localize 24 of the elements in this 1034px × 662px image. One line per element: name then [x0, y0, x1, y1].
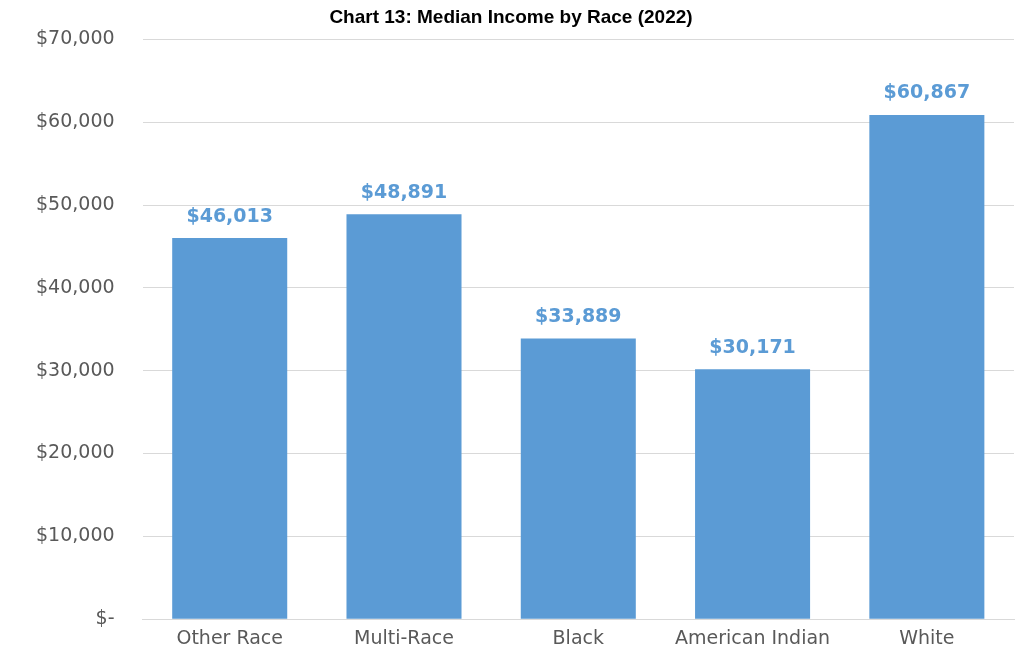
x-tick-label: White	[899, 625, 955, 648]
data-label: $48,891	[360, 179, 448, 202]
y-tick-label: $60,000	[35, 109, 115, 132]
y-tick-label: $30,000	[35, 357, 115, 380]
x-tick-label: American Indian	[675, 625, 831, 648]
data-label: $46,013	[186, 203, 273, 226]
bar	[520, 338, 636, 619]
chart-title: Chart 13: Median Income by Race (2022)	[329, 6, 693, 28]
data-label: $30,171	[709, 334, 796, 357]
x-tick-label: Black	[552, 625, 604, 648]
data-label: $33,889	[535, 303, 622, 326]
y-tick-label: $50,000	[35, 191, 115, 214]
y-tick-label: $40,000	[35, 274, 115, 297]
y-tick-label: $10,000	[35, 523, 115, 546]
x-tick-label: Other Race	[176, 625, 283, 648]
bar	[869, 115, 985, 619]
bar	[346, 214, 462, 619]
data-label: $60,867	[883, 80, 971, 103]
bar	[695, 369, 811, 619]
y-tick-label: $70,000	[35, 26, 115, 49]
bar	[172, 238, 288, 619]
x-tick-label: Multi-Race	[354, 625, 454, 648]
y-tick-label: $20,000	[35, 440, 115, 463]
y-tick-label: $-	[95, 606, 115, 629]
